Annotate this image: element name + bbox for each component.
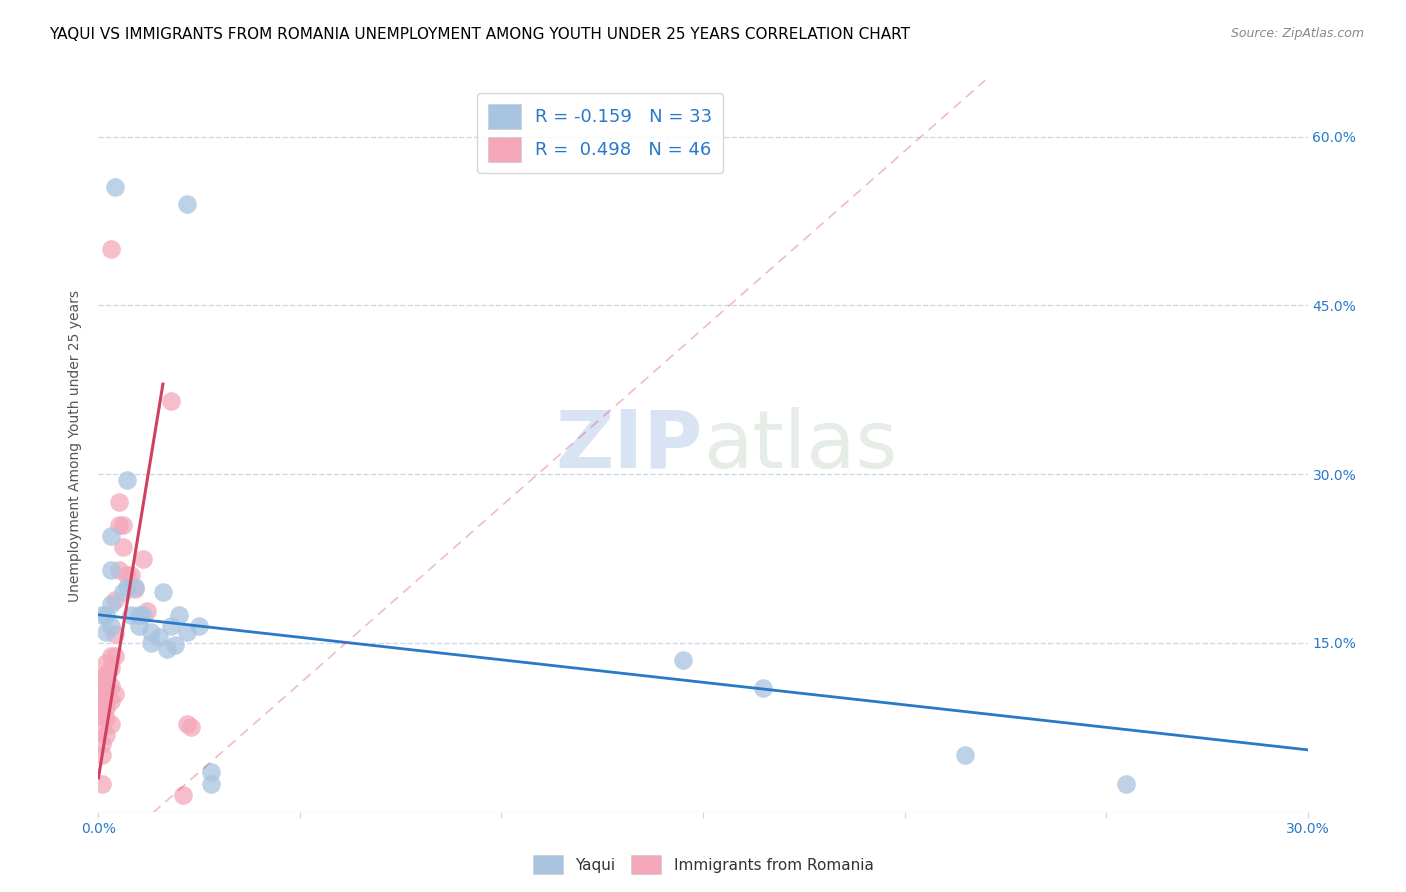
Point [160, 394, 183, 409]
Point [176, 717, 198, 731]
Point [91, 737, 114, 751]
Point [115, 580, 138, 594]
Point [1115, 776, 1137, 790]
Point [752, 681, 775, 695]
Point [188, 619, 211, 633]
Point [128, 619, 150, 633]
Point [100, 649, 122, 664]
Text: ZIP: ZIP [555, 407, 703, 485]
Point [148, 630, 170, 644]
Point [163, 638, 186, 652]
Point [167, 607, 190, 622]
Point [100, 597, 122, 611]
Point [96, 687, 118, 701]
Point [132, 607, 155, 622]
Point [103, 687, 125, 701]
Point [128, 607, 150, 622]
Point [200, 765, 222, 780]
Point [180, 720, 202, 734]
Point [96, 694, 118, 708]
Point [91, 685, 114, 699]
Point [100, 679, 122, 693]
Point [96, 728, 118, 742]
Point [100, 717, 122, 731]
Text: Source: ZipAtlas.com: Source: ZipAtlas.com [1230, 27, 1364, 40]
Point [107, 495, 129, 509]
Point [115, 473, 138, 487]
Point [91, 709, 114, 723]
Point [200, 776, 222, 790]
Point [91, 776, 114, 790]
Point [96, 624, 118, 639]
Legend: Yaqui, Immigrants from Romania: Yaqui, Immigrants from Romania [526, 849, 880, 880]
Point [953, 748, 976, 763]
Point [100, 661, 122, 675]
Point [156, 641, 179, 656]
Text: YAQUI VS IMMIGRANTS FROM ROMANIA UNEMPLOYMENT AMONG YOUTH UNDER 25 YEARS CORRELA: YAQUI VS IMMIGRANTS FROM ROMANIA UNEMPLO… [49, 27, 910, 42]
Point [176, 197, 198, 211]
Point [96, 701, 118, 715]
Point [120, 568, 142, 582]
Point [124, 580, 146, 594]
Point [103, 627, 125, 641]
Y-axis label: Unemployment Among Youth under 25 years: Unemployment Among Youth under 25 years [69, 290, 83, 602]
Point [111, 517, 134, 532]
Point [120, 607, 142, 622]
Point [91, 681, 114, 695]
Point [91, 703, 114, 717]
Point [100, 242, 122, 256]
Point [91, 607, 114, 622]
Point [103, 593, 125, 607]
Point [172, 788, 194, 802]
Point [152, 585, 174, 599]
Point [107, 563, 129, 577]
Legend: R = -0.159   N = 33, R =  0.498   N = 46: R = -0.159 N = 33, R = 0.498 N = 46 [478, 93, 723, 173]
Point [91, 670, 114, 684]
Point [100, 619, 122, 633]
Text: atlas: atlas [703, 407, 897, 485]
Point [135, 604, 157, 618]
Point [91, 677, 114, 691]
Point [96, 667, 118, 681]
Point [139, 636, 162, 650]
Point [107, 517, 129, 532]
Point [115, 568, 138, 582]
Point [91, 720, 114, 734]
Point [160, 619, 183, 633]
Point [96, 713, 118, 727]
Point [96, 607, 118, 622]
Point [139, 624, 162, 639]
Point [103, 649, 125, 664]
Point [96, 656, 118, 670]
Point [672, 653, 695, 667]
Point [96, 679, 118, 693]
Point [100, 563, 122, 577]
Point [91, 698, 114, 712]
Point [111, 541, 134, 555]
Point [124, 582, 146, 596]
Point [111, 585, 134, 599]
Point [91, 673, 114, 687]
Point [91, 689, 114, 703]
Point [176, 624, 198, 639]
Point [91, 748, 114, 763]
Point [91, 692, 114, 706]
Point [103, 180, 125, 194]
Point [100, 529, 122, 543]
Point [100, 694, 122, 708]
Point [132, 551, 155, 566]
